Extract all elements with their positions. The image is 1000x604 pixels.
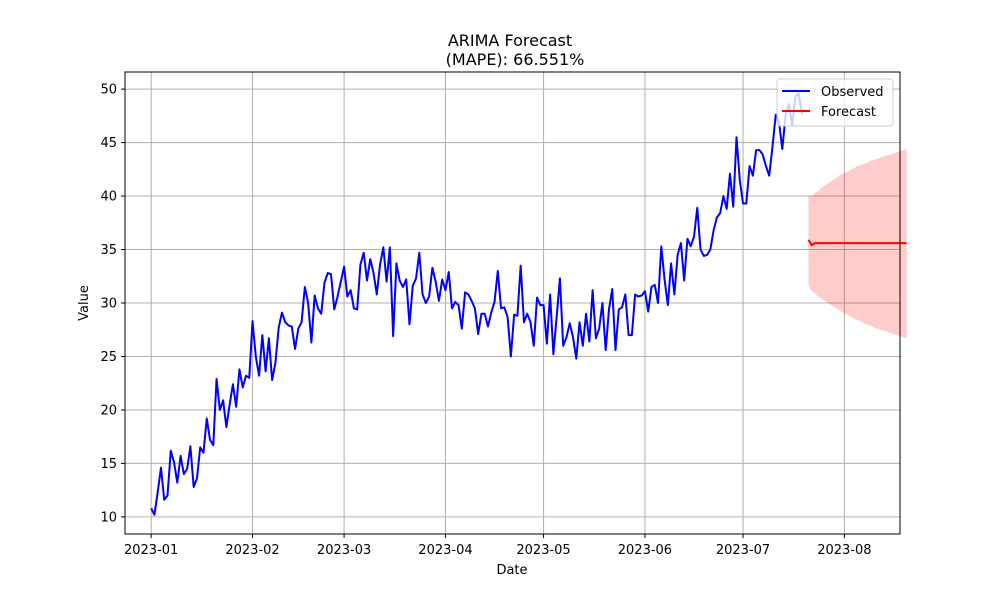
legend: Observed Forecast [776, 78, 894, 127]
x-tick-label: 2023-06 [618, 543, 672, 558]
tick-layer: 2023-01 2023-02 2023-03 2023-04 2023-05 2023-… [100, 83, 871, 558]
x-tick-label: 2023-03 [317, 543, 371, 558]
y-tick-label: 35 [100, 243, 117, 258]
y-tick-label: 50 [100, 83, 117, 98]
y-tick-label: 25 [100, 350, 117, 365]
y-axis-label: Value [77, 285, 92, 321]
series-layer [150, 92, 907, 516]
x-tick-label: 2023-02 [225, 543, 279, 558]
x-tick-label: 2023-05 [516, 543, 570, 558]
chart-title: ARIMA Forecast [448, 31, 572, 50]
x-tick-label: 2023-04 [418, 543, 472, 558]
legend-label-observed: Observed [821, 85, 884, 100]
x-tick-label: 2023-07 [716, 543, 770, 558]
x-tick-label: 2023-08 [817, 543, 871, 558]
x-axis-label: Date [496, 563, 527, 578]
grid-layer [125, 72, 900, 534]
chart-subtitle: (MAPE): 66.551% [446, 50, 585, 69]
y-tick-label: 40 [100, 190, 117, 205]
y-tick-label: 45 [100, 136, 117, 151]
series-line-forecast [807, 239, 907, 247]
y-tick-label: 10 [100, 510, 117, 525]
series-line-observed [150, 92, 803, 516]
y-tick-label: 20 [100, 403, 117, 418]
x-tick-label: 2023-01 [124, 543, 178, 558]
y-tick-label: 15 [100, 457, 117, 472]
legend-label-forecast: Forecast [821, 105, 876, 120]
y-tick-label: 30 [100, 297, 117, 312]
